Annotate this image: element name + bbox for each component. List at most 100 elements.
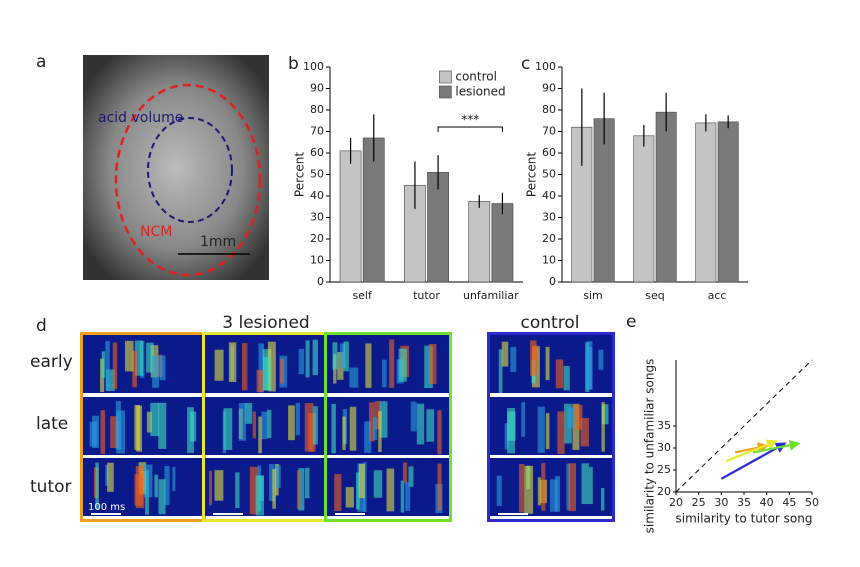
group-title: 3 lesioned bbox=[222, 313, 309, 333]
spectrogram-syllable bbox=[563, 365, 570, 391]
spectrogram-syllable bbox=[106, 369, 115, 392]
spectrogram-syllable bbox=[308, 413, 316, 452]
x-tick-label: 30 bbox=[714, 496, 728, 509]
spectrogram-syllable bbox=[112, 342, 118, 390]
bar bbox=[633, 135, 655, 283]
ncm-outline bbox=[114, 83, 262, 277]
spectrogram-syllable bbox=[144, 464, 153, 498]
spectrogram-syllable bbox=[373, 470, 383, 498]
spectrogram-syllable bbox=[555, 359, 564, 389]
spectrogram-syllable bbox=[507, 411, 516, 441]
spectrogram-syllable bbox=[378, 410, 382, 452]
spectrogram-syllable bbox=[530, 340, 537, 376]
legend-label: lesioned bbox=[455, 85, 505, 99]
spectrogram-syllable bbox=[519, 464, 525, 513]
spectrogram-syllable bbox=[363, 462, 367, 513]
spectrogram-syllable bbox=[428, 343, 437, 385]
legend-swatch bbox=[439, 70, 452, 84]
y-tick-label: 10 bbox=[542, 254, 556, 267]
spectrogram-syllable bbox=[586, 341, 593, 390]
scale-label: 1mm bbox=[200, 234, 236, 250]
spectrogram-syllable bbox=[339, 343, 345, 368]
row-label: early bbox=[30, 352, 73, 372]
panel-label: a bbox=[36, 52, 46, 72]
spectrogram-syllable bbox=[368, 402, 375, 442]
spectrogram-syllable bbox=[402, 462, 408, 483]
x-tick-label: sim bbox=[583, 289, 603, 302]
spectrogram-syllable bbox=[566, 463, 571, 510]
spectrogram-syllable bbox=[228, 342, 237, 383]
spectrogram-syllable bbox=[214, 470, 224, 501]
spectrogram-syllable bbox=[545, 413, 550, 450]
spectrogram-syllable bbox=[252, 411, 256, 439]
spectrogram-syllable bbox=[437, 463, 442, 511]
y-tick-label: 80 bbox=[542, 103, 556, 116]
x-tick-label: self bbox=[352, 289, 373, 302]
y-tick-label: 100 bbox=[303, 60, 324, 73]
spectrogram-syllable bbox=[304, 467, 310, 499]
spectrogram-syllable bbox=[132, 350, 137, 388]
x-tick-label: tutor bbox=[413, 289, 440, 302]
y-tick-label: 70 bbox=[310, 125, 324, 138]
y-tick-label: 50 bbox=[310, 168, 324, 181]
spectrogram-syllable bbox=[158, 402, 167, 449]
spectrogram-syllable bbox=[295, 402, 300, 436]
spectrogram-syllable bbox=[580, 418, 589, 447]
spectrogram-syllable bbox=[249, 466, 259, 515]
spectrogram-syllable bbox=[275, 464, 281, 488]
legend-swatch bbox=[439, 85, 452, 99]
spectrogram-syllable bbox=[164, 465, 170, 506]
spectrogram-syllable bbox=[187, 407, 194, 453]
spectrogram-syllable bbox=[537, 406, 545, 453]
spectrogram-syllable bbox=[267, 341, 276, 392]
panel-label: b bbox=[288, 54, 299, 74]
bar bbox=[339, 150, 362, 283]
spectrogram-syllable bbox=[305, 340, 310, 378]
acid-outline bbox=[147, 117, 233, 223]
spectrogram-syllable bbox=[343, 341, 349, 372]
spectrogram-syllable bbox=[95, 462, 99, 510]
spectrogram-syllable bbox=[342, 416, 346, 451]
y-tick-label: 0 bbox=[317, 275, 324, 288]
spectrogram-syllable bbox=[214, 349, 224, 381]
spectrogram-syllable bbox=[152, 355, 160, 388]
spectrogram-syllable bbox=[258, 343, 265, 393]
x-tick-label: unfamiliar bbox=[463, 289, 519, 302]
spectrogram-syllable bbox=[498, 349, 503, 393]
y-tick-label: 30 bbox=[657, 441, 671, 454]
spectrogram-syllable bbox=[280, 358, 285, 384]
spectrogram-syllable bbox=[110, 416, 118, 449]
y-tick-label: 60 bbox=[310, 146, 324, 159]
bar bbox=[491, 203, 514, 283]
y-tick-label: 10 bbox=[310, 254, 324, 267]
y-tick-label: 35 bbox=[657, 419, 671, 432]
y-tick-label: 80 bbox=[310, 103, 324, 116]
spectrogram-syllable bbox=[504, 423, 509, 450]
spectrogram-syllable bbox=[272, 468, 276, 509]
spectrogram-syllable bbox=[332, 342, 338, 370]
spectrogram-syllable bbox=[501, 341, 509, 367]
spectrogram-syllable bbox=[263, 357, 271, 391]
spectrogram-syllable bbox=[389, 339, 395, 388]
bar bbox=[695, 122, 717, 283]
x-axis-title: similarity to tutor song bbox=[676, 512, 813, 526]
spectrogram-syllable bbox=[172, 466, 176, 492]
bar bbox=[717, 121, 739, 283]
spectrogram-syllable bbox=[146, 342, 154, 373]
spectrogram-syllable bbox=[408, 466, 414, 487]
y-axis-title: Percent bbox=[293, 152, 307, 197]
x-tick-label: acc bbox=[708, 289, 727, 302]
arrow bbox=[752, 439, 801, 454]
spectrogram-syllable bbox=[266, 409, 272, 439]
spectrogram-syllable bbox=[298, 468, 305, 511]
spectrogram-syllable bbox=[410, 401, 417, 432]
spectrogram-syllable bbox=[223, 408, 233, 450]
spectrogram-syllable bbox=[298, 348, 305, 375]
spectrogram-syllable bbox=[550, 479, 558, 512]
spectrogram-syllable bbox=[235, 472, 240, 509]
x-tick-label: 40 bbox=[760, 496, 774, 509]
spectrogram-syllable bbox=[379, 401, 388, 438]
y-tick-label: 25 bbox=[657, 463, 671, 476]
spectrogram-syllable bbox=[537, 477, 541, 506]
